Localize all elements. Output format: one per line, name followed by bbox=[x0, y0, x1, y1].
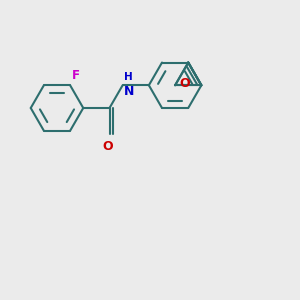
Text: O: O bbox=[180, 77, 190, 90]
Text: O: O bbox=[103, 140, 113, 153]
Text: N: N bbox=[124, 85, 134, 98]
Text: H: H bbox=[124, 71, 133, 82]
Text: F: F bbox=[72, 68, 80, 82]
